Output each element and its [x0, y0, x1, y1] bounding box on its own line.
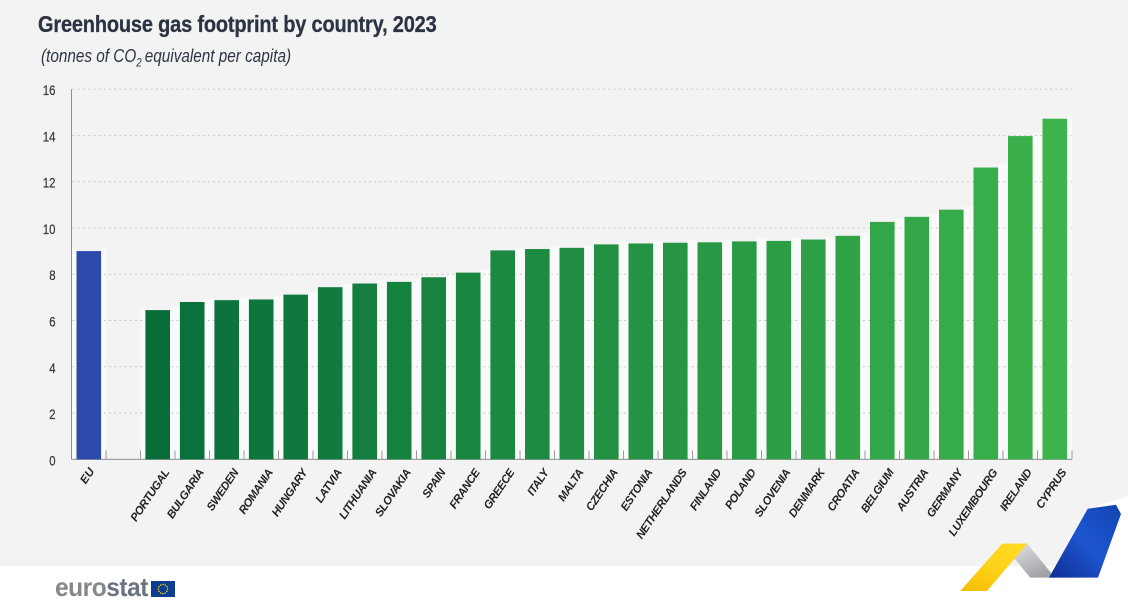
- svg-text:AUSTRIA: AUSTRIA: [894, 467, 931, 514]
- svg-text:FRANCE: FRANCE: [448, 467, 483, 512]
- svg-text:MALTA: MALTA: [556, 467, 586, 504]
- svg-text:14: 14: [43, 128, 56, 144]
- svg-text:16: 16: [43, 82, 56, 98]
- svg-text:ROMANIA: ROMANIA: [237, 467, 276, 516]
- svg-text:8: 8: [49, 267, 55, 283]
- svg-text:CYPRUS: CYPRUS: [1034, 467, 1069, 512]
- svg-text:BELGIUM: BELGIUM: [859, 467, 897, 515]
- svg-text:SLOVAKIA: SLOVAKIA: [373, 467, 413, 519]
- svg-text:12: 12: [43, 175, 56, 191]
- svg-text:FINLAND: FINLAND: [688, 467, 724, 513]
- svg-text:POLAND: POLAND: [723, 467, 758, 512]
- svg-text:4: 4: [49, 360, 55, 376]
- svg-text:SPAIN: SPAIN: [421, 466, 449, 500]
- svg-text:ITALY: ITALY: [526, 466, 553, 498]
- svg-text:6: 6: [49, 314, 55, 330]
- svg-text:EU: EU: [78, 465, 97, 486]
- svg-text:CROATIA: CROATIA: [826, 467, 863, 514]
- svg-text:2: 2: [49, 406, 55, 422]
- svg-text:0: 0: [49, 452, 55, 468]
- svg-text:GREECE: GREECE: [482, 467, 518, 512]
- svg-text:CZECHIA: CZECHIA: [584, 467, 621, 513]
- svg-text:DENMARK: DENMARK: [787, 466, 828, 519]
- svg-text:HUNGARY: HUNGARY: [270, 466, 311, 519]
- svg-text:LATVIA: LATVIA: [314, 467, 345, 505]
- svg-text:IRELAND: IRELAND: [998, 467, 1035, 513]
- svg-text:10: 10: [43, 221, 56, 237]
- svg-text:SWEDEN: SWEDEN: [205, 466, 242, 513]
- svg-text:ESTONIA: ESTONIA: [619, 467, 656, 513]
